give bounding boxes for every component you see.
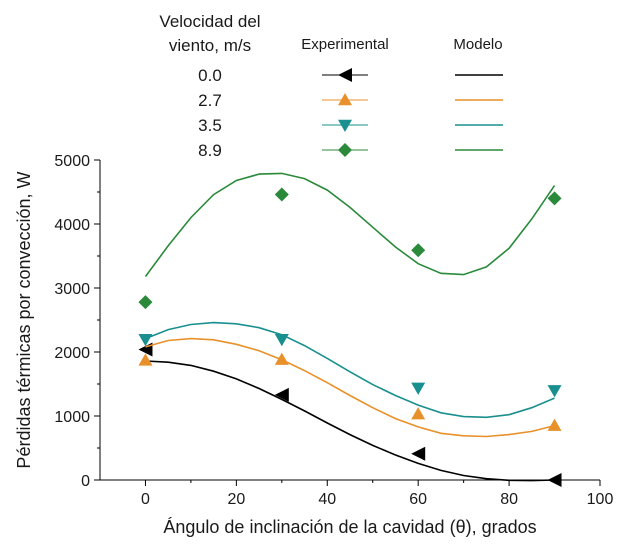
legend-label: 2.7 — [198, 91, 222, 110]
data-point-2.7 — [411, 407, 426, 420]
data-point-3.5 — [411, 382, 426, 395]
x-tick-label: 0 — [141, 491, 150, 508]
legend-marker-0.0 — [338, 68, 352, 82]
legend: 0.0 2.7 3.5 8.9 — [198, 66, 503, 160]
data-point-2.7 — [274, 352, 289, 365]
model-line-0.0 — [145, 360, 555, 482]
x-tick-label: 60 — [409, 491, 427, 508]
data-point-3.5 — [274, 333, 289, 347]
x-tick-label: 20 — [227, 491, 245, 508]
y-tick-label: 1000 — [54, 409, 90, 426]
data-point-2.7 — [547, 418, 562, 431]
y-tick-label: 5000 — [54, 153, 90, 170]
x-axis-label: Ángulo de inclinación de la cavidad (θ),… — [163, 517, 536, 537]
data-point-2.7 — [138, 353, 153, 366]
data-point-0.0 — [411, 446, 426, 461]
plot-area — [138, 172, 562, 487]
data-point-3.5 — [138, 333, 153, 347]
y-tick-label: 0 — [81, 473, 90, 490]
data-point-8.9 — [411, 243, 426, 258]
y-axis-ticks: 0 1000 2000 3000 4000 5000 — [54, 153, 100, 490]
model-line-3.5 — [145, 321, 555, 419]
legend-experimental-header: Experimental — [301, 36, 389, 53]
x-tick-label: 100 — [587, 491, 614, 508]
legend-marker-3.5 — [338, 119, 352, 132]
y-tick-label: 4000 — [54, 217, 90, 234]
data-point-0.0 — [274, 387, 289, 402]
y-tick-label: 3000 — [54, 281, 90, 298]
legend-label: 0.0 — [198, 66, 222, 85]
model-line-8.9 — [144, 172, 556, 277]
legend-label: 8.9 — [198, 141, 222, 160]
x-axis-ticks: 0 20 40 60 80 100 — [141, 480, 613, 508]
legend-marker-8.9 — [338, 143, 352, 157]
data-point-8.9 — [138, 295, 153, 310]
model-line-2.7 — [145, 337, 555, 438]
data-point-8.9 — [274, 187, 289, 202]
legend-title-line1: Velocidad del — [159, 12, 260, 31]
legend-label: 3.5 — [198, 116, 222, 135]
y-axis-label: Pérdidas térmicas por convección, W — [14, 171, 34, 468]
data-point-8.9 — [547, 191, 562, 206]
x-tick-label: 40 — [318, 491, 336, 508]
legend-model-header: Modelo — [453, 36, 502, 53]
legend-title-line2: viento, m/s — [169, 36, 251, 55]
data-point-3.5 — [547, 385, 562, 398]
y-tick-label: 2000 — [54, 345, 90, 362]
x-tick-label: 80 — [500, 491, 518, 508]
legend-marker-2.7 — [338, 93, 352, 106]
